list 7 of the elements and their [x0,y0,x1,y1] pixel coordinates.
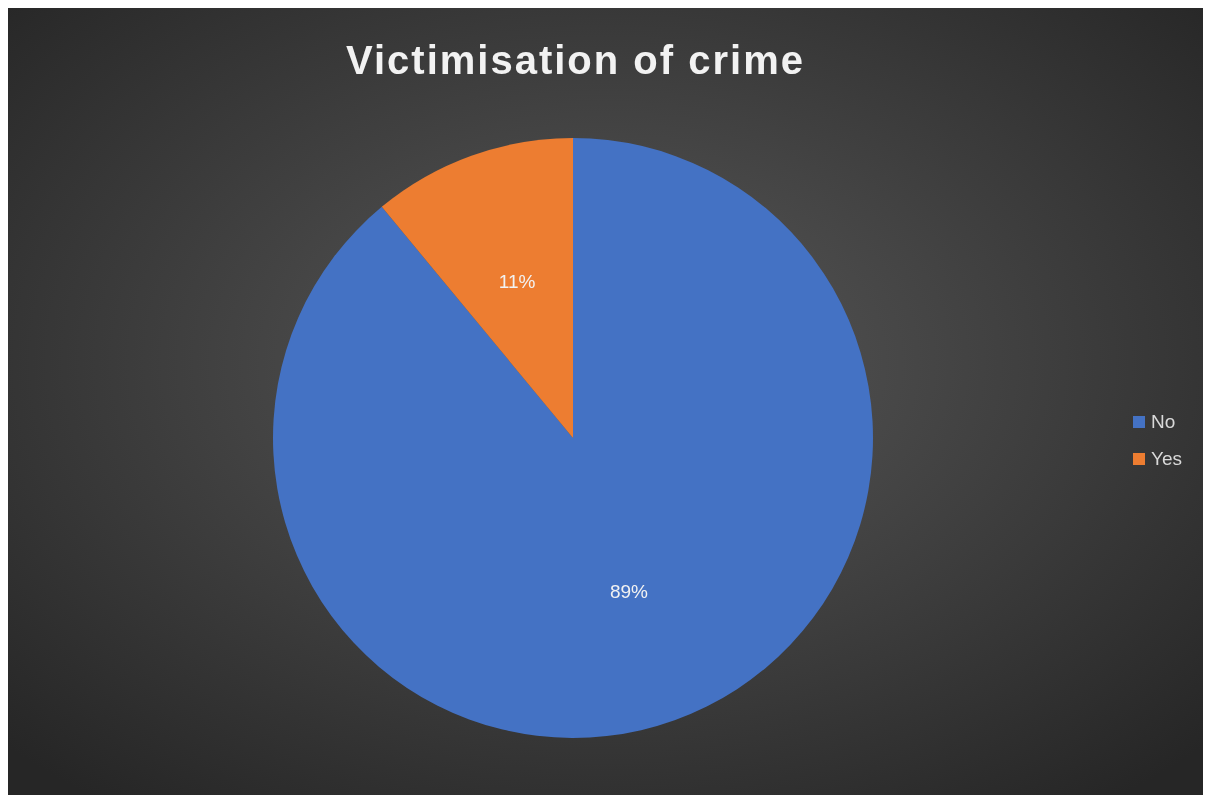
pie-slice [273,138,873,738]
chart-title: Victimisation of crime [346,38,805,82]
data-label: 89% [609,581,649,603]
legend-label: No [1151,411,1176,432]
pie-slice [381,138,573,438]
legend-label: Yes [1151,448,1182,469]
data-label: 11% [498,270,536,292]
